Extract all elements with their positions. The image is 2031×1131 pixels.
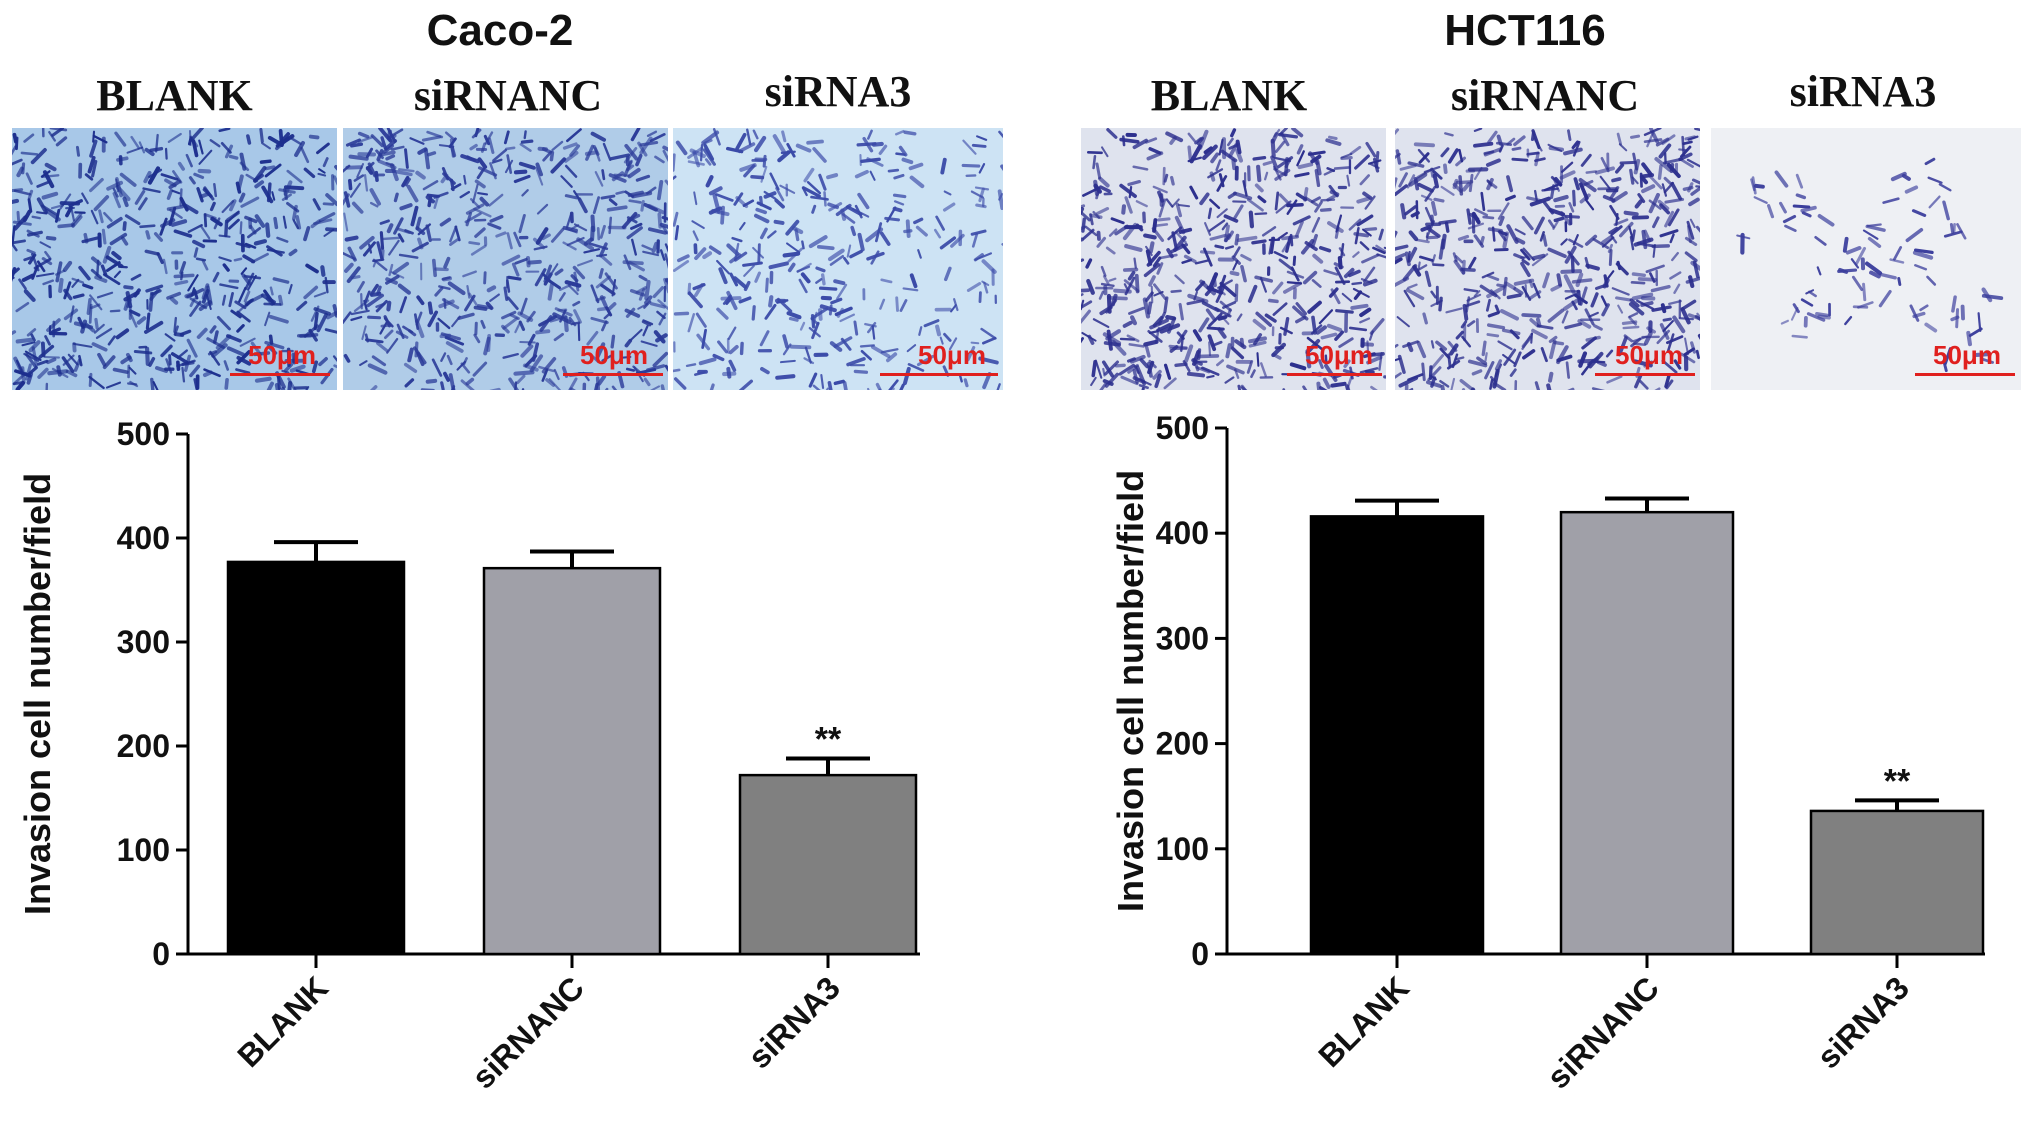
y-tick-label: 0 <box>152 936 170 972</box>
x-tick-label: BLANK <box>1311 969 1416 1074</box>
x-tick-label: BLANK <box>230 969 335 1074</box>
bar <box>1561 512 1733 954</box>
image-label: siRNA3 <box>673 66 1003 117</box>
y-tick-label: 400 <box>117 520 170 556</box>
scale-bar <box>880 373 998 376</box>
bar <box>484 568 660 954</box>
scale-bar <box>563 373 663 376</box>
y-axis-label: Invasion cell number/field <box>17 473 58 915</box>
y-tick-label: 500 <box>1156 410 1209 446</box>
x-tick-label: siRNANC <box>465 969 591 1095</box>
y-tick-label: 500 <box>117 416 170 452</box>
y-tick-label: 300 <box>1156 620 1209 656</box>
image-label: siRNANC <box>1390 70 1700 121</box>
scale-bar <box>1595 373 1695 376</box>
scale-label: 50μm <box>1615 340 1683 371</box>
x-tick-label: siRNANC <box>1540 969 1666 1095</box>
bar <box>740 775 916 954</box>
y-axis-label: Invasion cell number/field <box>1110 470 1151 912</box>
y-tick-label: 300 <box>117 624 170 660</box>
y-tick-label: 200 <box>117 728 170 764</box>
scale-label: 50μm <box>1305 340 1373 371</box>
x-tick-label: siRNA3 <box>1810 969 1916 1075</box>
y-tick-label: 200 <box>1156 726 1209 762</box>
x-tick-label: siRNA3 <box>741 969 847 1075</box>
scale-label: 50μm <box>1933 340 2001 371</box>
image-label: siRNANC <box>343 70 673 121</box>
bar <box>228 562 404 954</box>
scale-label: 50μm <box>580 340 648 371</box>
image-label: BLANK <box>1075 70 1383 121</box>
scale-label: 50μm <box>918 340 986 371</box>
bar-chart: 0 100 200 300 400 500 Invasion cell number/fie… <box>0 400 1020 1126</box>
panel-title: HCT116 <box>1365 6 1685 56</box>
panel-caco2: Caco-2 BLANK siRNANC siRNA3 50μm 50μm 50… <box>0 0 1020 1126</box>
panel-hct116: HCT116 BLANK siRNANC siRNA3 50μm 50μm 50… <box>1075 0 2031 1126</box>
y-tick-label: 100 <box>1156 831 1209 867</box>
y-tick-label: 0 <box>1191 936 1209 972</box>
image-label: BLANK <box>12 70 337 121</box>
scale-bar <box>230 373 330 376</box>
y-tick-label: 400 <box>1156 515 1209 551</box>
image-label: siRNA3 <box>1707 66 2019 117</box>
scale-bar <box>1287 373 1382 376</box>
significance-annotation: ** <box>815 720 842 758</box>
panel-title: Caco-2 <box>340 6 660 56</box>
bar <box>1811 811 1983 954</box>
scale-bar <box>1915 373 2015 376</box>
y-tick-label: 100 <box>117 832 170 868</box>
bar <box>1311 516 1483 954</box>
significance-annotation: ** <box>1884 762 1911 800</box>
scale-label: 50μm <box>248 340 316 371</box>
